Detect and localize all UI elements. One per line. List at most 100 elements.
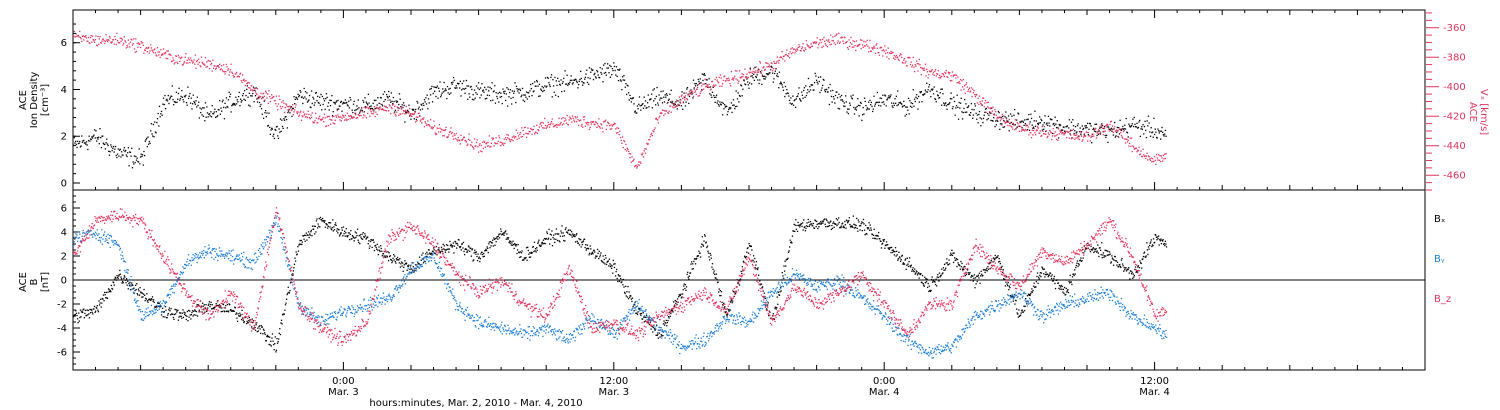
bottom-point-black <box>142 296 144 298</box>
top-point-density <box>321 95 324 98</box>
top-point-vx <box>256 93 258 96</box>
top-point-density <box>833 98 835 100</box>
top-point-vx <box>589 126 591 129</box>
top-point-density <box>374 107 376 110</box>
top-point-vx <box>605 119 607 121</box>
top-point-vx <box>657 119 659 121</box>
top-point-density <box>958 101 960 104</box>
top-point-density <box>680 99 682 101</box>
top-point-vx <box>740 76 743 78</box>
top-point-vx <box>654 127 656 129</box>
bottom-point-black <box>498 237 501 239</box>
top-point-density <box>394 111 396 113</box>
top-point-vx <box>697 95 699 97</box>
bottom-point-black <box>500 230 502 233</box>
top-point-vx <box>473 138 476 140</box>
top-point-vx <box>156 47 159 49</box>
top-point-vx <box>792 51 794 54</box>
top-point-density <box>1149 135 1152 137</box>
top-point-vx <box>146 51 148 53</box>
bottom-point-black <box>106 297 109 300</box>
bottom-point-black <box>514 244 516 246</box>
top-point-vx <box>502 142 504 144</box>
top-point-density <box>517 90 519 92</box>
top-point-vx <box>930 71 932 73</box>
top-point-density <box>540 89 543 91</box>
top-point-density <box>732 99 735 101</box>
top-point-density <box>560 79 562 81</box>
bottom-point-black <box>485 249 488 252</box>
top-point-density <box>840 99 842 101</box>
top-point-vx <box>1051 135 1054 137</box>
top-point-density <box>690 89 692 91</box>
bottom-point-black <box>109 289 111 292</box>
bottom-point-black <box>533 250 535 253</box>
top-point-vx <box>323 120 325 123</box>
bottom-point-black <box>832 221 835 223</box>
top-point-density <box>494 85 496 87</box>
top-point-vx <box>879 47 881 49</box>
bottom-point-black <box>967 272 969 274</box>
top-point-density <box>523 100 526 103</box>
top-point-density <box>580 70 582 73</box>
top-point-vx <box>790 48 792 50</box>
top-point-vx <box>645 148 647 150</box>
top-point-vx <box>989 108 991 110</box>
top-point-density <box>773 78 775 80</box>
top-point-density <box>321 109 323 111</box>
top-point-vx <box>387 99 389 101</box>
bottom-point-black <box>776 306 778 309</box>
bottom-point-black <box>400 261 403 263</box>
top-point-density <box>992 120 994 122</box>
top-point-density <box>721 101 723 104</box>
bottom-point-black <box>705 241 707 243</box>
top-point-vx <box>874 52 877 55</box>
top-point-density <box>895 102 897 104</box>
top-point-density <box>433 90 436 92</box>
top-point-vx <box>436 133 438 135</box>
top-point-vx <box>111 41 113 43</box>
top-point-density <box>457 83 459 85</box>
top-point-density <box>216 115 219 117</box>
bottom-point-black <box>542 239 545 241</box>
top-point-density <box>214 116 217 118</box>
top-point-vx <box>828 41 831 43</box>
top-point-vx <box>1072 128 1075 130</box>
top-point-density <box>971 108 973 111</box>
top-point-density <box>477 82 480 84</box>
top-point-vx <box>144 49 146 52</box>
top-point-vx <box>131 44 134 46</box>
top-point-density <box>522 99 524 101</box>
top-point-density <box>118 155 120 157</box>
top-point-density <box>476 93 478 95</box>
bottom-point-black <box>857 219 860 221</box>
top-point-density <box>408 104 410 106</box>
top-point-vx <box>158 51 161 53</box>
top-point-vx <box>639 161 641 163</box>
top-point-density <box>500 92 502 94</box>
bottom-point-black <box>796 224 798 227</box>
top-point-vx <box>809 46 812 49</box>
top-point-vx <box>859 39 862 41</box>
top-point-vx <box>642 152 644 154</box>
bottom-point-black <box>252 319 255 322</box>
top-point-density <box>648 99 651 101</box>
bottom-point-black <box>123 275 125 277</box>
top-point-vx <box>325 125 328 127</box>
top-point-density <box>189 92 191 95</box>
top-right-tick-label: -440 <box>1443 141 1466 152</box>
top-point-vx <box>283 102 285 104</box>
top-point-vx <box>743 79 745 81</box>
bottom-point-black <box>312 228 315 230</box>
top-point-density <box>234 104 236 106</box>
top-point-vx <box>716 79 718 81</box>
bottom-point-black <box>583 238 586 240</box>
bottom-point-black <box>862 222 864 224</box>
top-point-density <box>385 93 388 96</box>
bottom-point-black <box>254 326 256 329</box>
top-point-vx <box>841 36 843 39</box>
top-point-density <box>1055 123 1057 125</box>
top-point-vx <box>1049 129 1051 132</box>
top-point-density <box>769 72 771 74</box>
top-point-density <box>751 75 754 77</box>
